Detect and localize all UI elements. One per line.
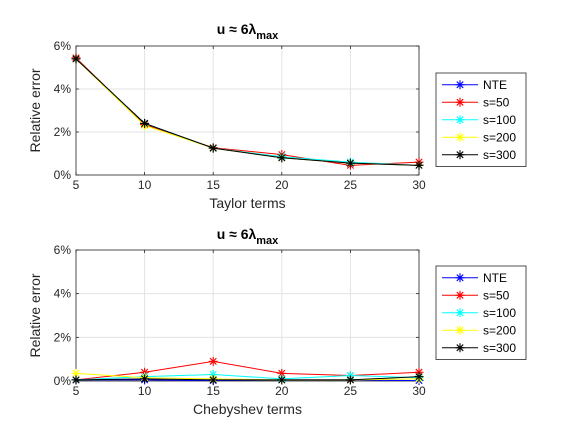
chart-title: u ≈ 6λmax xyxy=(217,226,279,247)
y-tick-label: 2% xyxy=(54,125,72,139)
data-point xyxy=(208,375,218,385)
y-tick-label: 4% xyxy=(54,82,72,96)
series-line xyxy=(75,376,420,381)
data-point xyxy=(414,160,424,170)
legend-label: s=200 xyxy=(483,130,516,144)
x-tick-label: 25 xyxy=(344,178,358,192)
series-s=300 xyxy=(71,54,424,170)
data-point xyxy=(277,375,287,385)
data-point xyxy=(208,356,218,366)
legend-marker xyxy=(455,80,465,90)
y-tick-label: 6% xyxy=(54,39,72,53)
axes-box xyxy=(75,45,420,176)
legend-entry: s=200 xyxy=(442,130,516,144)
x-tick-label: 25 xyxy=(344,384,358,398)
legend-entry: s=50 xyxy=(442,288,510,302)
data-point xyxy=(140,118,150,128)
legend-entry: s=50 xyxy=(442,95,510,109)
x-axis-label: Taylor terms xyxy=(209,195,285,211)
legend: NTE s=50 s=100 s=200 s=300 xyxy=(435,72,527,167)
legend-label: NTE xyxy=(483,271,507,285)
legend-entry: s=100 xyxy=(442,113,516,127)
legend-entry: NTE xyxy=(442,271,507,285)
data-point xyxy=(277,153,287,163)
series-line xyxy=(75,57,420,166)
legend-entry: NTE xyxy=(442,78,507,92)
legend-entry: s=300 xyxy=(442,148,516,162)
legend-entry: s=300 xyxy=(442,341,516,355)
data-point xyxy=(71,375,81,385)
legend-marker xyxy=(455,150,465,160)
x-tick-label: 20 xyxy=(275,384,289,398)
x-tick-label: 10 xyxy=(138,384,152,398)
x-tick-label: 15 xyxy=(207,178,221,192)
legend-marker xyxy=(455,308,465,318)
y-tick-label: 4% xyxy=(54,287,72,301)
data-point xyxy=(345,375,355,385)
chart-title: u ≈ 6λmax xyxy=(217,21,279,42)
series-s=300 xyxy=(71,372,424,385)
y-tick-label: 2% xyxy=(54,330,72,344)
y-tick-label: 6% xyxy=(54,243,72,257)
legend-marker xyxy=(455,132,465,142)
data-point xyxy=(71,54,81,64)
plot-area xyxy=(76,250,419,381)
x-tick-label: 30 xyxy=(412,384,426,398)
data-point xyxy=(208,143,218,153)
series-line xyxy=(75,58,420,166)
legend-marker xyxy=(455,290,465,300)
x-tick-label: 5 xyxy=(73,178,80,192)
data-point xyxy=(140,374,150,384)
x-tick-label: 5 xyxy=(73,384,80,398)
y-axis-label: Relative error xyxy=(27,273,43,357)
y-tick-label: 0% xyxy=(54,374,72,388)
legend-entry: s=100 xyxy=(442,306,516,320)
chart-1: 5 10 15 20 25 30 0% 2% 4% 6% u ≈ 6λmax Taylor terms… xyxy=(27,21,527,211)
x-tick-label: 30 xyxy=(412,178,426,192)
chart-2: 5 10 15 20 25 30 0% 2% 4% 6% u ≈ 6λmax Chebyshev te… xyxy=(27,226,527,417)
x-tick-label: 10 xyxy=(138,178,152,192)
legend-label: s=100 xyxy=(483,306,516,320)
legend-marker xyxy=(455,115,465,125)
legend-marker xyxy=(455,343,465,353)
legend-marker xyxy=(455,97,465,107)
data-point xyxy=(345,158,355,168)
y-tick-label: 0% xyxy=(54,168,72,182)
y-axis-label: Relative error xyxy=(27,68,43,152)
legend-marker xyxy=(455,325,465,335)
series-line xyxy=(75,360,420,381)
legend-label: s=200 xyxy=(483,323,516,337)
legend-label: s=300 xyxy=(483,341,516,355)
x-axis-label: Chebyshev terms xyxy=(193,401,302,417)
data-point xyxy=(414,372,424,382)
x-tick-label: 20 xyxy=(275,178,289,192)
legend-label: s=50 xyxy=(483,95,510,109)
legend-label: s=50 xyxy=(483,288,510,302)
legend-marker xyxy=(455,273,465,283)
legend: NTE s=50 s=100 s=200 s=300 xyxy=(435,265,527,360)
plot-area xyxy=(76,46,419,175)
legend-label: NTE xyxy=(483,78,507,92)
axes-box xyxy=(75,249,420,382)
legend-label: s=300 xyxy=(483,148,516,162)
legend-label: s=100 xyxy=(483,113,516,127)
legend-entry: s=200 xyxy=(442,323,516,337)
x-tick-label: 15 xyxy=(207,384,221,398)
